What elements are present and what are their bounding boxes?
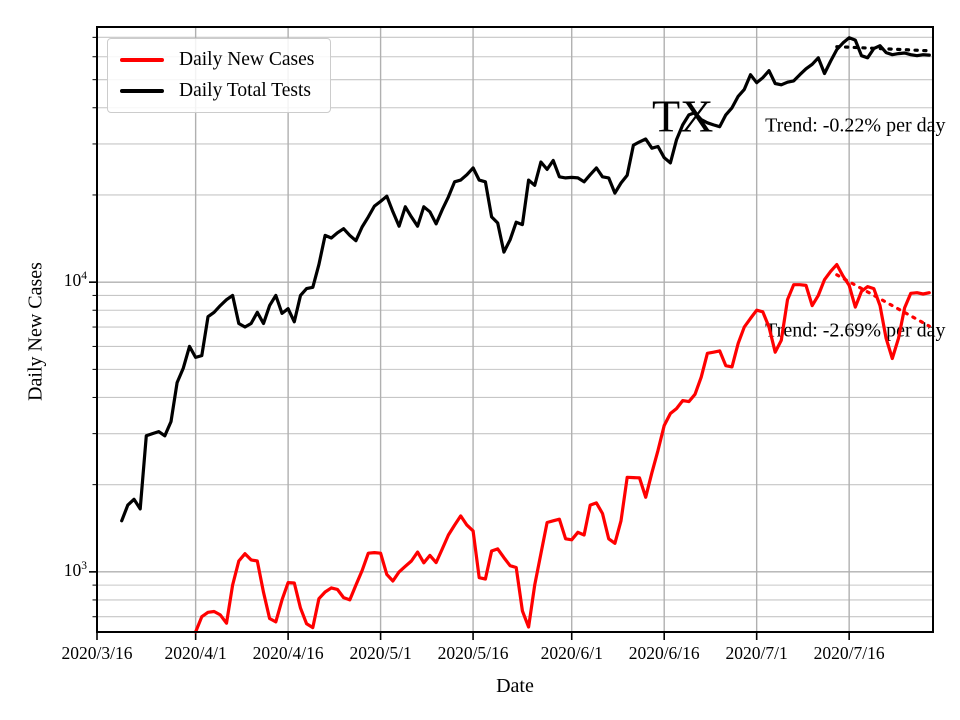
x-tick-label: 2020/4/16 xyxy=(252,643,324,663)
legend: Daily New Cases Daily Total Tests xyxy=(107,38,332,113)
x-tick-label: 2020/5/1 xyxy=(349,643,412,663)
legend-label-daily-total-tests: Daily Total Tests xyxy=(179,80,311,102)
x-tick-label: 2020/5/16 xyxy=(437,643,509,663)
x-tick-label: 2020/7/1 xyxy=(725,643,788,663)
x-axis-label: Date xyxy=(496,675,534,697)
legend-item-daily-total-tests: Daily Total Tests xyxy=(120,79,314,102)
black-line-sample-icon xyxy=(120,89,164,93)
x-tick-label: 2020/6/1 xyxy=(540,643,603,663)
tests-trend-annotation: Trend: -0.22% per day xyxy=(765,114,946,137)
x-tick-label: 2020/6/16 xyxy=(628,643,700,663)
state-label-annotation: TX xyxy=(652,90,714,142)
legend-label-daily-new-cases: Daily New Cases xyxy=(179,49,315,70)
x-tick-label: 2020/7/16 xyxy=(813,643,885,663)
x-tick-label: 2020/4/1 xyxy=(164,643,227,663)
y-axis-label: Daily New Cases xyxy=(24,262,47,401)
y-tick-label: 104 xyxy=(63,270,87,291)
cases-trend-annotation: Trend: -2.69% per day xyxy=(765,319,946,342)
x-tick-label: 2020/3/16 xyxy=(61,643,133,663)
y-tick-label: 103 xyxy=(63,559,87,580)
legend-item-daily-new-cases: Daily New Cases xyxy=(120,48,314,71)
red-line-sample-icon xyxy=(120,57,164,62)
